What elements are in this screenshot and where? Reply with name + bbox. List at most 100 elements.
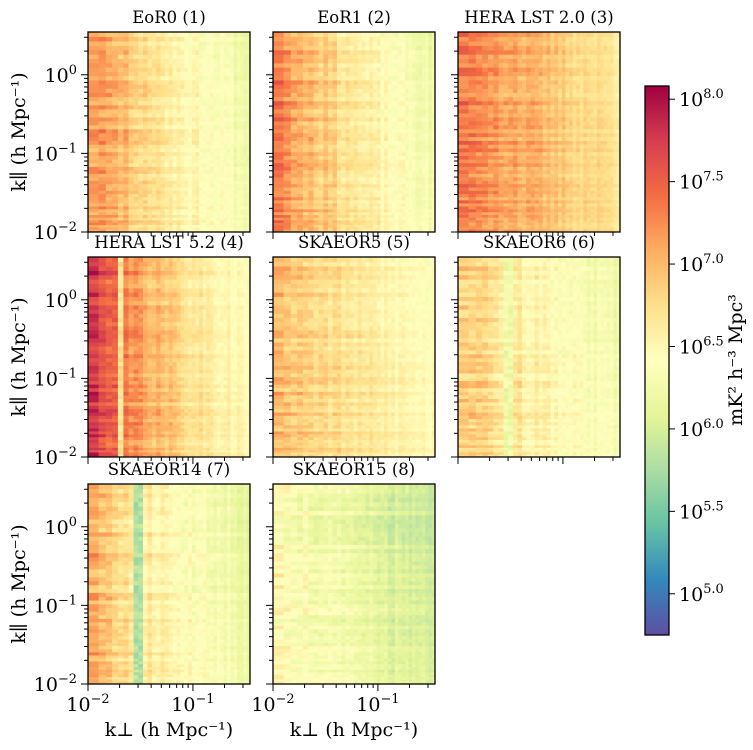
heatmap-cell <box>405 214 410 218</box>
heatmap-cell <box>332 147 338 153</box>
heatmap-cell <box>297 67 304 72</box>
heatmap-cell <box>297 136 304 141</box>
heatmap-cell <box>191 230 197 232</box>
heatmap-cell <box>147 190 153 195</box>
heatmap-cell <box>405 108 410 114</box>
heatmap-cell <box>138 166 144 171</box>
heatmap-cell <box>503 140 509 145</box>
heatmap-cell <box>328 54 334 60</box>
heatmap-cell <box>283 124 292 130</box>
heatmap-cell <box>487 140 494 145</box>
heatmap-cell <box>332 40 338 46</box>
heatmap-cell <box>336 230 342 232</box>
heatmap-cell <box>180 40 185 46</box>
heatmap-cell <box>373 116 378 122</box>
heatmap-cell <box>223 151 228 156</box>
heatmap-cell <box>308 100 315 106</box>
heatmap-cell <box>88 132 100 138</box>
heatmap-cell <box>493 116 500 122</box>
heatmap-cell <box>105 96 113 102</box>
heatmap-cell <box>243 32 248 38</box>
heatmap-cell <box>164 128 170 134</box>
heatmap-cell <box>336 116 342 122</box>
heatmap-cell <box>313 208 320 213</box>
heatmap-cell <box>199 124 204 130</box>
heatmap-cell <box>220 214 225 218</box>
heatmap-cell <box>105 205 113 210</box>
heatmap-cell <box>323 199 329 204</box>
heatmap-cell <box>508 54 514 60</box>
heatmap-cell <box>431 208 435 213</box>
heatmap-cell <box>428 120 433 126</box>
heatmap-cell <box>156 151 162 156</box>
heatmap-cell <box>508 173 514 178</box>
heatmap-cell <box>151 128 157 134</box>
heatmap-cell <box>195 84 200 89</box>
heatmap-cell <box>138 230 144 232</box>
heatmap-cell <box>199 180 204 185</box>
heatmap-cell <box>475 71 483 77</box>
heatmap-cell <box>493 205 500 210</box>
heatmap-cell <box>112 217 119 221</box>
heatmap-cell <box>415 224 420 228</box>
heatmap-cell <box>188 224 193 228</box>
heatmap-cell <box>209 205 214 210</box>
heatmap-cell <box>482 169 489 174</box>
heatmap-cell <box>209 183 214 188</box>
heatmap-cell <box>482 151 489 156</box>
heatmap-cell <box>164 104 170 110</box>
heatmap-cell <box>418 104 423 110</box>
heatmap-cell <box>458 104 470 110</box>
heatmap-cell <box>160 199 166 204</box>
heatmap-cell <box>428 186 433 191</box>
heatmap-cell <box>273 36 285 42</box>
heatmap-cell <box>283 71 292 77</box>
heatmap-cell <box>290 176 298 181</box>
heatmap-cell <box>176 32 182 38</box>
heatmap-cell <box>458 199 470 204</box>
heatmap-cell <box>172 217 178 221</box>
heatmap-cell <box>112 84 119 89</box>
heatmap-cell <box>387 104 392 110</box>
heatmap-cell <box>503 224 509 228</box>
heatmap-cell <box>123 214 130 218</box>
heatmap-cell <box>431 219 435 223</box>
heatmap-cell <box>521 147 527 153</box>
heatmap-cell <box>206 208 211 213</box>
heatmap-cell <box>415 75 420 81</box>
heatmap-cell <box>164 214 170 218</box>
heatmap-cell <box>246 228 250 232</box>
heatmap-cell <box>498 173 505 178</box>
heatmap-cell <box>508 159 514 164</box>
heatmap-cell <box>328 88 334 94</box>
heatmap-cell <box>508 208 514 213</box>
heatmap-cell <box>415 116 420 122</box>
heatmap-cell <box>313 54 320 60</box>
heatmap-cell <box>297 222 304 226</box>
heatmap-cell <box>391 199 396 204</box>
heatmap-cell <box>98 205 107 210</box>
heatmap-cell <box>503 144 509 149</box>
heatmap-cell <box>88 211 100 216</box>
heatmap-cell <box>199 159 204 164</box>
heatmap-cell <box>216 173 221 178</box>
heatmap-cell <box>318 116 324 122</box>
heatmap-cell <box>475 226 483 230</box>
heatmap-cell <box>160 108 166 114</box>
heatmap-cell <box>246 36 250 42</box>
heatmap-cell <box>220 136 225 141</box>
heatmap-cell <box>361 173 367 178</box>
heatmap-cell <box>391 217 396 221</box>
heatmap-cell <box>98 183 107 188</box>
heatmap-cell <box>156 58 162 64</box>
heatmap-cell <box>493 211 500 216</box>
heatmap-cell <box>117 196 124 201</box>
heatmap-cell <box>246 230 250 232</box>
heatmap-cell <box>156 124 162 130</box>
heatmap-cell <box>405 92 410 98</box>
heatmap-cell <box>508 36 514 42</box>
heatmap-cell <box>283 147 292 153</box>
heatmap-cell <box>230 166 235 171</box>
heatmap-cell <box>431 183 435 188</box>
heatmap-cell <box>391 186 396 191</box>
